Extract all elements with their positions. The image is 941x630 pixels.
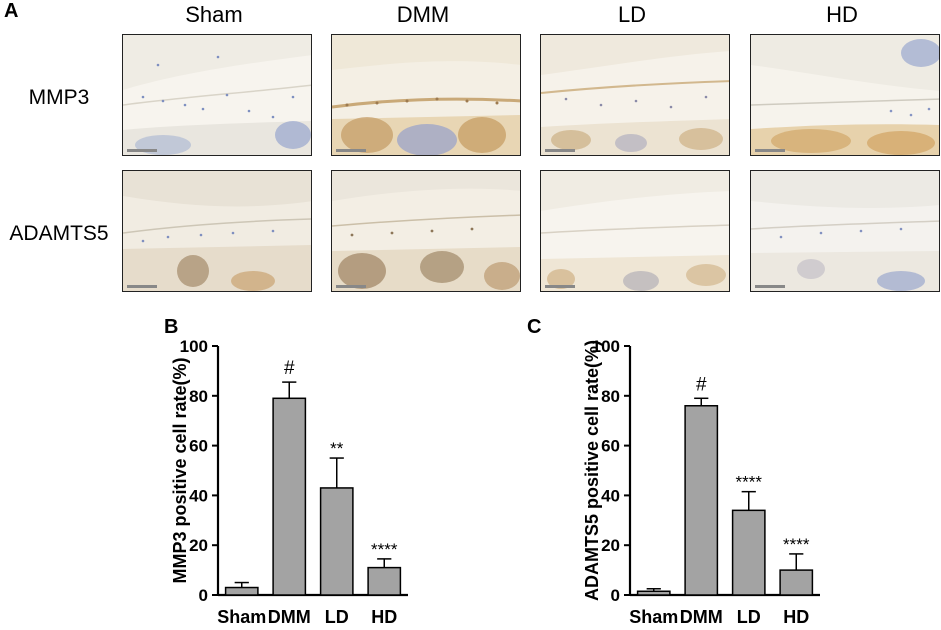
y-tick-label: 20 bbox=[189, 536, 208, 555]
micrograph-mmp3-ld bbox=[540, 34, 730, 156]
micrograph-mmp3-sham bbox=[122, 34, 312, 156]
row-label-adamts5: ADAMTS5 bbox=[9, 222, 109, 245]
y-tick-label: 100 bbox=[592, 337, 620, 356]
bar-sham bbox=[224, 586, 259, 596]
column-label-ld: LD bbox=[617, 2, 647, 27]
y-axis-label: ADAMTS5 positive cell rate(%) bbox=[582, 340, 602, 601]
bar-dmm bbox=[272, 397, 307, 596]
x-tick-label: Sham bbox=[629, 607, 678, 625]
column-label-dmm: DMM bbox=[396, 2, 450, 27]
x-tick-label: HD bbox=[371, 607, 397, 625]
row-label-mmp3: MMP3 bbox=[28, 86, 90, 109]
significance-label: **** bbox=[371, 540, 398, 559]
x-tick-label: LD bbox=[737, 607, 761, 625]
panel-label-b: B bbox=[164, 316, 179, 338]
y-tick-label: 40 bbox=[189, 486, 208, 505]
y-tick-label: 0 bbox=[199, 586, 208, 605]
micrograph-adamts5-hd bbox=[750, 170, 940, 292]
bar-sham bbox=[636, 590, 671, 596]
bar-hd bbox=[367, 566, 402, 596]
bar-dmm bbox=[684, 405, 719, 596]
x-tick-label: DMM bbox=[268, 607, 311, 625]
panel-label-a: A bbox=[4, 0, 19, 22]
x-tick-label: DMM bbox=[680, 607, 723, 625]
column-label-sham: Sham bbox=[185, 2, 243, 27]
bar-ld bbox=[731, 509, 766, 596]
y-tick-label: 80 bbox=[601, 387, 620, 406]
y-axis-label: MMP3 positive cell rate(%) bbox=[170, 357, 190, 583]
x-tick-label: Sham bbox=[217, 607, 266, 625]
significance-label: **** bbox=[736, 473, 763, 492]
bar-ld bbox=[319, 487, 354, 596]
bar-chart-adamts5: 0 20 40 60 80 100 Sham # DMM **** LD **** HD ADAMTS5 … bbox=[580, 312, 910, 630]
x-tick-label: HD bbox=[783, 607, 809, 625]
significance-label: **** bbox=[783, 535, 810, 554]
y-tick-label: 60 bbox=[189, 437, 208, 456]
bar-hd bbox=[779, 569, 814, 596]
significance-label: # bbox=[696, 374, 707, 395]
y-tick-label: 20 bbox=[601, 536, 620, 555]
y-tick-label: 0 bbox=[611, 586, 620, 605]
x-tick-label: LD bbox=[325, 607, 349, 625]
column-label-hd: HD bbox=[826, 2, 858, 27]
y-tick-label: 60 bbox=[601, 437, 620, 456]
significance-label: # bbox=[284, 358, 295, 379]
micrograph-adamts5-ld bbox=[540, 170, 730, 292]
y-tick-label: 100 bbox=[180, 337, 208, 356]
micrograph-mmp3-dmm bbox=[331, 34, 521, 156]
y-tick-label: 40 bbox=[601, 486, 620, 505]
micrograph-adamts5-sham bbox=[122, 170, 312, 292]
bar-chart-mmp3: 0 20 40 60 80 100 Sham # DMM ** LD **** HD MMP3 posit… bbox=[168, 312, 498, 630]
y-tick-label: 80 bbox=[189, 387, 208, 406]
panel-label-c: C bbox=[527, 316, 542, 338]
significance-label: ** bbox=[330, 439, 344, 458]
micrograph-mmp3-hd bbox=[750, 34, 940, 156]
micrograph-adamts5-dmm bbox=[331, 170, 521, 292]
